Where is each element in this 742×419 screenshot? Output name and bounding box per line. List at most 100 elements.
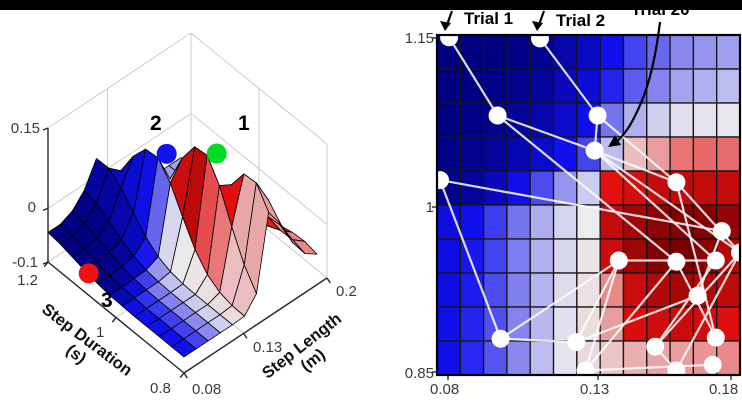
heatmap-cell	[506, 34, 531, 70]
trial-path-segment	[584, 260, 620, 371]
axis-line	[183, 277, 328, 374]
heatmap-cell	[622, 102, 648, 138]
heatmap-cell	[482, 204, 508, 240]
surface-marker-dot-3	[78, 263, 99, 284]
trial-path-segment	[539, 37, 599, 117]
heatmap-cell	[506, 68, 531, 104]
trial-dot	[706, 251, 725, 270]
trial-dot	[491, 329, 510, 348]
axes-box-gridline	[47, 32, 192, 129]
heatmap-cell	[436, 136, 461, 172]
heatmap-frame	[432, 33, 742, 380]
hm-xtick-018: 0.18	[709, 381, 739, 398]
heatmap-cell	[436, 68, 461, 104]
heatmap-cell	[576, 170, 601, 206]
trial-path-segment	[593, 149, 717, 262]
heatmap-cell	[506, 272, 531, 308]
trial-path-segment	[448, 36, 499, 117]
hm-xtick-013: 0.13	[580, 381, 610, 398]
heatmap-cell	[692, 136, 718, 172]
surface-cell	[171, 338, 197, 358]
heatmap-cell	[482, 238, 508, 274]
trial-path-segment	[585, 363, 713, 372]
trial-dot	[667, 361, 686, 375]
heatmap-cell	[692, 68, 718, 104]
heatmap-cell	[459, 34, 485, 70]
heatmap-cell	[529, 272, 555, 308]
z-tick-mark	[42, 261, 49, 265]
heatmap-grid	[436, 34, 741, 376]
surface-front-axes	[42, 127, 331, 379]
length-tick-02: 0.2	[336, 283, 357, 300]
heatmap-cell	[529, 136, 555, 172]
heatmap-cell	[669, 102, 695, 138]
annotation-arrows	[440, 10, 662, 147]
length-tick-mark	[183, 372, 188, 379]
z-tick-0: 0	[27, 199, 36, 216]
heatmap-cell	[669, 306, 695, 342]
trial-path-segment	[499, 259, 620, 340]
heatmap-cell	[599, 68, 625, 104]
heatmap-cell	[506, 204, 531, 240]
heatmap-cell	[716, 136, 741, 172]
heatmap-cell	[529, 68, 555, 104]
heatmap-cell	[599, 34, 625, 70]
axes-box-gridline	[47, 112, 192, 209]
hm-ytick-115: 1.15	[404, 30, 434, 47]
trial2-arrowhead-icon	[532, 21, 543, 31]
heatmap-cell	[529, 340, 555, 376]
heatmap-cell	[646, 238, 671, 274]
hm-ytick-1: 1	[425, 199, 434, 216]
heatmap-cell	[622, 340, 648, 376]
trial-dot	[609, 251, 628, 270]
heatmap-cell	[459, 102, 485, 138]
trial-path-segment	[497, 114, 595, 152]
trial-path-segment	[438, 179, 502, 340]
heatmap-cell	[576, 204, 601, 240]
heatmap-cell	[459, 204, 485, 240]
hm-ytick-085: 0.85	[404, 365, 434, 382]
heatmap-cell	[669, 136, 695, 172]
heatmap-cell	[646, 272, 671, 308]
heatmap-cell	[529, 204, 555, 240]
trial-dot	[567, 333, 586, 352]
trial-dot	[706, 328, 725, 347]
trial1-arrowhead-icon	[440, 21, 451, 31]
heatmap-cell	[692, 170, 718, 206]
heatmap-cell	[529, 238, 555, 274]
trial-dot	[688, 286, 707, 305]
trial-path-segment	[496, 114, 678, 263]
trial-path-segment	[500, 337, 577, 344]
heatmap-cell	[576, 68, 601, 104]
trial-dot	[667, 252, 686, 271]
trial-path-segment	[675, 252, 740, 372]
heatmap-cell	[716, 340, 741, 376]
trial2-label: Trial 2	[556, 11, 606, 30]
heatmap-cell	[646, 306, 671, 342]
duration-tick-1: 1	[96, 324, 105, 341]
heatmap-border	[435, 33, 742, 377]
trial-dot	[585, 141, 604, 160]
heatmap-cell	[506, 136, 531, 172]
heatmap-cell	[482, 34, 508, 70]
trial-dot	[712, 222, 731, 241]
heatmap-cell	[692, 102, 718, 138]
trial1-label: Trial 1	[464, 9, 514, 28]
heatmap-cell	[459, 136, 485, 172]
heatmap-cell	[552, 204, 578, 240]
heatmap-cell	[459, 272, 485, 308]
heatmap-cell	[459, 340, 485, 376]
heatmap-cell	[436, 238, 461, 274]
heatmap-cell	[669, 68, 695, 104]
trial-path-segment	[575, 259, 620, 343]
trial-dot	[531, 35, 549, 48]
heatmap-cell	[436, 306, 461, 342]
heatmap-cell	[692, 34, 718, 70]
duration-tick-12: 1.2	[17, 272, 38, 289]
heatmap-cell	[599, 170, 625, 206]
trial-dots	[437, 35, 740, 375]
heatmap-cell	[576, 238, 601, 274]
surface-markers	[78, 143, 227, 284]
trial-dot	[667, 173, 686, 192]
